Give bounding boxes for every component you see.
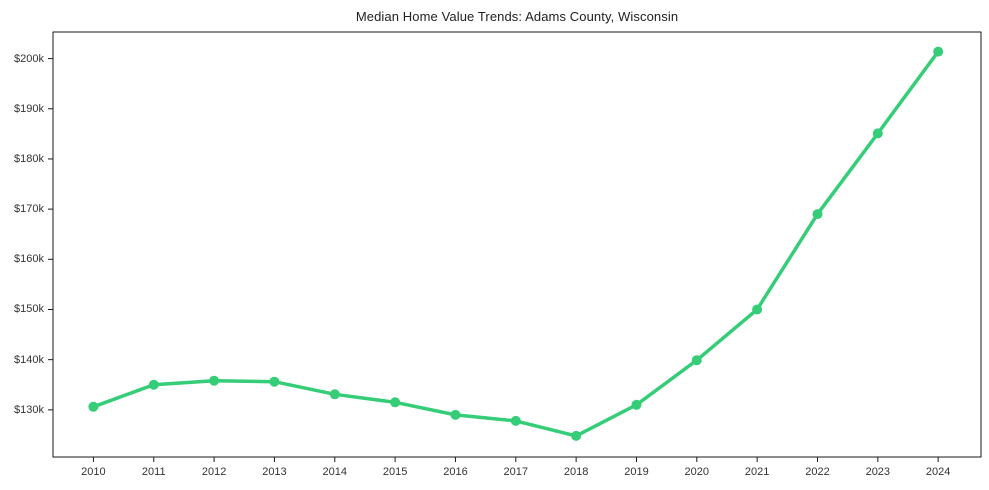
x-axis-tick-label: 2024 [925, 466, 951, 478]
data-point-marker [450, 409, 461, 420]
data-point-marker [269, 376, 280, 387]
x-axis-tick-label: 2019 [624, 466, 649, 478]
y-axis-tick-label: $180k [14, 152, 44, 165]
data-point-marker [390, 397, 401, 408]
x-axis-tick-label: 2017 [503, 466, 529, 478]
x-axis-tick-label: 2021 [744, 466, 770, 478]
x-axis-tick-label: 2020 [684, 466, 710, 478]
data-point-marker [209, 375, 220, 386]
y-axis-tick-label: $160k [14, 253, 44, 266]
data-point-marker [691, 355, 702, 366]
data-point-marker [571, 430, 582, 441]
data-point-marker [752, 304, 763, 315]
y-axis-tick-label: $130k [14, 403, 44, 416]
data-point-marker [872, 128, 883, 139]
data-point-marker [329, 389, 340, 400]
chart-title: Median Home Value Trends: Adams County, … [355, 9, 679, 24]
x-axis-tick-label: 2013 [262, 466, 287, 478]
data-point-marker [148, 379, 159, 390]
y-axis-tick-label: $140k [14, 353, 44, 366]
data-point-marker [88, 401, 99, 412]
y-axis-tick-label: $190k [14, 102, 44, 115]
x-axis-tick-label: 2010 [81, 466, 106, 478]
y-axis-tick-label: $150k [14, 303, 44, 316]
x-axis-tick-label: 2016 [443, 466, 468, 478]
y-axis-tick-label: $200k [14, 52, 44, 65]
value-line [91, 49, 940, 438]
data-point-marker [933, 46, 944, 57]
data-point-marker [631, 399, 642, 410]
x-axis-tick-label: 2018 [563, 466, 589, 478]
x-axis-tick-label: 2023 [865, 466, 891, 478]
x-axis-tick-label: 2014 [322, 466, 348, 478]
data-point-marker [510, 415, 521, 426]
plot-border [52, 31, 982, 458]
x-axis-tick-label: 2011 [141, 466, 166, 478]
y-axis-tick-label: $170k [14, 203, 44, 216]
x-axis-tick-label: 2022 [805, 466, 830, 478]
data-point-marker [812, 209, 823, 220]
x-axis-tick-label: 2012 [201, 466, 227, 478]
x-axis-tick-label: 2015 [382, 466, 408, 478]
